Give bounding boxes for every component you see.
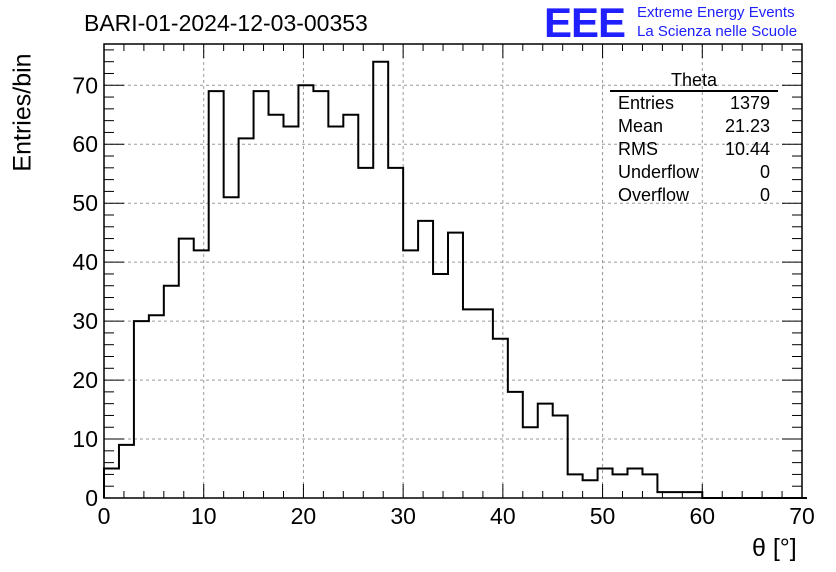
eee-logo: EEE (544, 0, 626, 46)
stats-label: RMS (618, 139, 658, 159)
x-tick-label: 30 (390, 503, 416, 529)
stats-box-name: Theta (610, 70, 778, 92)
x-tick-label: 40 (490, 503, 516, 529)
stats-label: Entries (618, 93, 675, 113)
stats-value: 10.44 (724, 139, 770, 159)
logo-line-1: Extreme Energy Events (637, 4, 795, 21)
y-tick-label: 40 (72, 249, 98, 275)
y-axis-label: Entries/bin (8, 53, 37, 172)
stats-value: 21.23 (724, 116, 770, 136)
y-tick-label: 30 (72, 308, 98, 334)
x-tick-label: 0 (98, 503, 111, 529)
stats-row-overflow: Overflow 0 (610, 184, 778, 207)
stats-label: Mean (618, 116, 664, 136)
y-tick-label: 10 (72, 426, 98, 452)
eee-logo-text: Extreme Energy Events La Scienza nelle S… (637, 3, 797, 41)
y-tick-label: 0 (85, 485, 98, 511)
stats-value: 0 (759, 185, 770, 205)
x-tick-label: 50 (590, 503, 616, 529)
x-axis-label: θ [°] (752, 534, 797, 562)
stats-label: Underflow (618, 162, 700, 182)
y-tick-label: 50 (72, 190, 98, 216)
stats-row-entries: Entries 1379 (610, 92, 778, 115)
x-tick-label: 60 (689, 503, 715, 529)
plot-frame (103, 43, 803, 499)
stats-value: 1379 (729, 93, 770, 113)
x-tick-label: 20 (291, 503, 317, 529)
axis-ticks (103, 44, 803, 499)
chart-title: BARI-01-2024-12-03-00353 (84, 10, 368, 36)
y-tick-label: 20 (72, 367, 98, 393)
stats-box: Theta Entries 1379 Mean 21.23 RMS 10.44 … (610, 70, 778, 207)
stats-row-underflow: Underflow 0 (610, 161, 778, 184)
x-tick-label: 10 (191, 503, 217, 529)
stats-value: 0 (759, 162, 770, 182)
x-tick-label: 70 (789, 503, 815, 529)
logo-line-2: La Scienza nelle Scuole (637, 23, 798, 40)
stats-label: Overflow (618, 185, 690, 205)
stats-row-mean: Mean 21.23 (610, 115, 778, 138)
grid-lines (104, 44, 802, 498)
y-tick-label: 60 (72, 131, 98, 157)
y-tick-label: 70 (72, 72, 98, 98)
histogram-series-line (103, 60, 807, 499)
stats-row-rms: RMS 10.44 (610, 138, 778, 161)
tick-labels: 0 10 20 30 40 50 60 70 0 10 20 30 40 50 60 70 (72, 72, 814, 529)
